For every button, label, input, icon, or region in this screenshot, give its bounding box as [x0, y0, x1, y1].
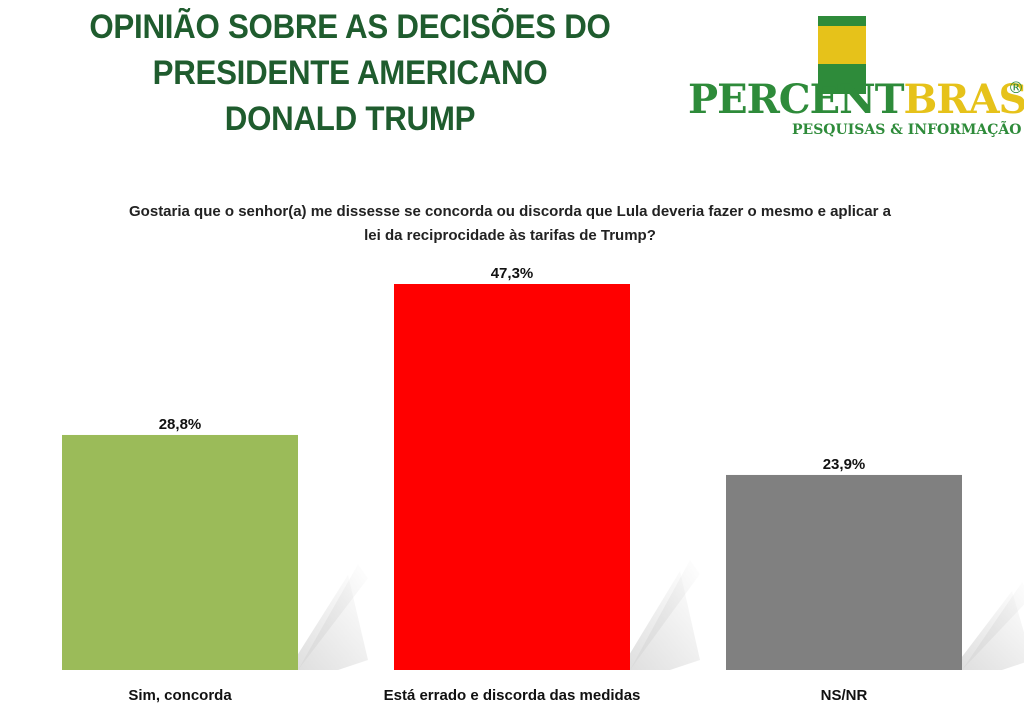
data-label-1: 28,8% [159, 416, 202, 433]
survey-question-line-1: Gostaria que o senhor(a) me dissesse se … [129, 203, 891, 220]
bar-shadow [620, 571, 700, 670]
survey-question-line-2: lei da reciprocidade às tarifas de Trump… [364, 227, 656, 244]
logo-word-part2: BRASIL [903, 76, 1024, 123]
chart-title-line-1: OPINIÃO SOBRE AS DECISÕES DO [89, 8, 611, 46]
bar-shadow [288, 574, 368, 670]
registered-mark: ® [1008, 78, 1024, 97]
percentbrasil-logo: PERCENTBRASIL ® PESQUISAS & INFORMAÇÃO [686, 16, 1024, 146]
logo-subtitle: PESQUISAS & INFORMAÇÃO [792, 122, 1022, 138]
bar-1 [62, 434, 298, 670]
chart-title-line-2: PRESIDENTE AMERICANO [152, 54, 548, 92]
bar-3 [726, 474, 962, 670]
bar-2 [394, 284, 630, 670]
bar-chart: 28,8% Sim, concorda 47,3% Está errado e dis… [62, 265, 1024, 704]
data-label-2: 47,3% [491, 265, 534, 282]
category-label-2: Está errado e discorda das medidas [384, 687, 641, 704]
bar-shadow [952, 591, 1024, 670]
chart-title: OPINIÃO SOBRE AS DECISÕES DO PRESIDENTE … [56, 4, 645, 142]
survey-question: Gostaria que o senhor(a) me dissesse se … [90, 200, 930, 248]
data-label-3: 23,9% [823, 456, 866, 473]
logo-wordmark: PERCENTBRASIL [688, 78, 1024, 122]
category-label-1: Sim, concorda [128, 687, 232, 704]
category-label-3: NS/NR [821, 687, 868, 704]
chart-title-line-3: DONALD TRUMP [224, 100, 476, 138]
logo-word-part1: PERCENT [688, 76, 904, 123]
logo-flag-icon [818, 16, 866, 94]
